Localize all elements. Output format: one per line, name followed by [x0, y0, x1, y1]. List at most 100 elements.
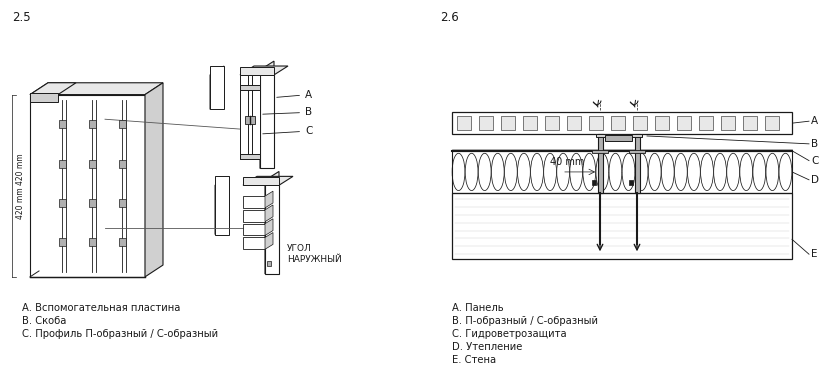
Bar: [611, 116, 625, 130]
Polygon shape: [30, 83, 76, 94]
Text: 2.5: 2.5: [12, 11, 31, 24]
Polygon shape: [260, 61, 274, 168]
Ellipse shape: [609, 153, 622, 191]
Bar: [30, 93, 58, 102]
Bar: [59, 199, 66, 207]
Ellipse shape: [753, 153, 766, 191]
Polygon shape: [265, 171, 279, 274]
Bar: [721, 116, 735, 130]
Text: 420 mm 420 mm: 420 mm 420 mm: [16, 153, 24, 219]
Ellipse shape: [556, 153, 570, 191]
Polygon shape: [215, 176, 229, 235]
Bar: [699, 116, 713, 130]
Bar: [89, 199, 96, 207]
Bar: [89, 160, 96, 168]
Bar: [89, 238, 96, 246]
Bar: [240, 75, 248, 158]
Text: C: C: [811, 156, 818, 165]
Text: E. Стена: E. Стена: [452, 355, 496, 365]
Polygon shape: [265, 232, 273, 249]
Ellipse shape: [726, 153, 740, 191]
Ellipse shape: [661, 153, 674, 191]
Text: B. П-образный / С-образный: B. П-образный / С-образный: [452, 316, 598, 326]
Text: B: B: [811, 139, 818, 149]
Polygon shape: [240, 66, 288, 75]
Bar: [457, 116, 471, 130]
Ellipse shape: [687, 153, 701, 191]
Polygon shape: [30, 83, 163, 94]
Ellipse shape: [478, 153, 491, 191]
Polygon shape: [265, 219, 273, 235]
Bar: [677, 116, 691, 130]
Text: D: D: [811, 175, 819, 185]
Bar: [240, 67, 274, 75]
Bar: [59, 238, 66, 246]
Bar: [59, 160, 66, 168]
Bar: [252, 75, 260, 158]
Polygon shape: [145, 83, 163, 277]
Ellipse shape: [531, 153, 543, 191]
Bar: [59, 120, 66, 128]
Polygon shape: [265, 205, 273, 222]
Bar: [243, 224, 265, 235]
Ellipse shape: [570, 153, 582, 191]
Text: A: A: [277, 90, 312, 100]
Text: B: B: [262, 107, 312, 117]
Bar: [119, 199, 126, 207]
Bar: [245, 116, 255, 124]
Text: A. Панель: A. Панель: [452, 303, 504, 313]
Bar: [545, 116, 559, 130]
Polygon shape: [243, 176, 293, 185]
Bar: [267, 261, 271, 266]
Bar: [452, 193, 792, 259]
Ellipse shape: [465, 153, 478, 191]
Bar: [592, 180, 596, 185]
Text: УГОЛ
НАРУЖНЫЙ: УГОЛ НАРУЖНЫЙ: [287, 244, 342, 265]
Text: 2.6: 2.6: [440, 11, 459, 24]
Bar: [629, 180, 633, 185]
Bar: [589, 116, 603, 130]
Polygon shape: [265, 191, 273, 208]
Ellipse shape: [491, 153, 504, 191]
Ellipse shape: [675, 153, 687, 191]
Bar: [243, 238, 265, 249]
Bar: [633, 116, 647, 130]
Ellipse shape: [583, 153, 596, 191]
Bar: [260, 70, 274, 168]
Bar: [243, 210, 265, 222]
Bar: [265, 180, 279, 274]
Bar: [567, 116, 581, 130]
Bar: [629, 150, 645, 153]
Polygon shape: [210, 66, 224, 109]
Bar: [635, 151, 640, 193]
Ellipse shape: [766, 153, 779, 191]
Bar: [635, 134, 640, 151]
Ellipse shape: [596, 153, 609, 191]
Bar: [30, 94, 145, 277]
Bar: [89, 120, 96, 128]
Bar: [479, 116, 493, 130]
Bar: [119, 160, 126, 168]
Bar: [765, 116, 779, 130]
Bar: [119, 120, 126, 128]
Bar: [452, 151, 792, 193]
Bar: [243, 178, 279, 185]
Text: E: E: [811, 249, 817, 259]
Ellipse shape: [517, 153, 531, 191]
Ellipse shape: [544, 153, 556, 191]
Text: C. Профиль П-образный / С-образный: C. Профиль П-образный / С-образный: [22, 329, 218, 339]
Bar: [119, 238, 126, 246]
Ellipse shape: [636, 153, 648, 191]
Ellipse shape: [505, 153, 517, 191]
Bar: [501, 116, 515, 130]
Bar: [598, 151, 603, 193]
Bar: [596, 134, 642, 137]
Bar: [655, 116, 669, 130]
Bar: [210, 66, 224, 109]
Ellipse shape: [714, 153, 726, 191]
Bar: [240, 85, 260, 90]
Bar: [240, 154, 260, 158]
Bar: [452, 112, 792, 134]
Ellipse shape: [701, 153, 713, 191]
Bar: [243, 196, 265, 208]
